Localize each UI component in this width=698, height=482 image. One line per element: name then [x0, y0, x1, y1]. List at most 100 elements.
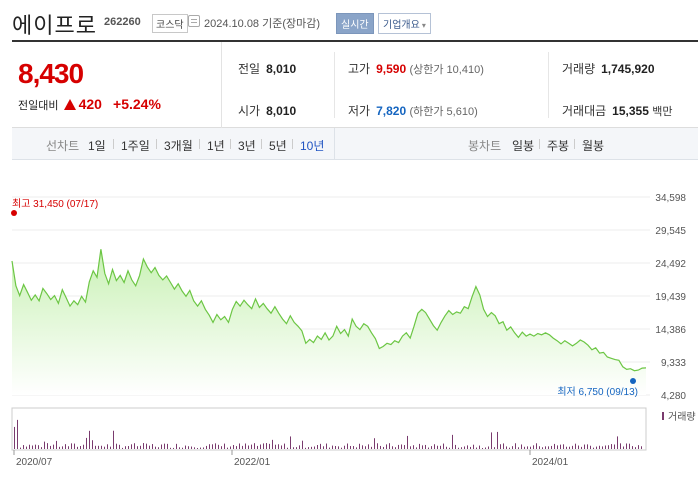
- quote-divider: [548, 52, 549, 118]
- volume: 거래량 1,745,920: [562, 60, 655, 77]
- change-amount: 420: [78, 96, 102, 112]
- tabs-divider: [334, 128, 335, 160]
- open-label: 시가: [238, 104, 261, 118]
- volume-bar: [254, 443, 255, 449]
- tab-3y[interactable]: 3년: [238, 139, 256, 153]
- low-annotation: 최저 6,750 (09/13): [557, 386, 638, 398]
- volume-bar: [227, 447, 228, 449]
- high-annotation: 최고 31,450 (07/17): [12, 198, 98, 210]
- volume-bar: [602, 446, 603, 449]
- volume-bar: [146, 443, 147, 449]
- volume-bar: [188, 446, 189, 449]
- tab-1d[interactable]: 1일: [88, 139, 106, 153]
- volume-bar: [74, 443, 75, 449]
- y-tick-label: 4,280: [661, 391, 686, 402]
- tab-5y[interactable]: 5년: [269, 139, 287, 153]
- volume-bar: [539, 446, 540, 449]
- volume-bar: [503, 443, 504, 449]
- line-chart-label: 선차트: [46, 139, 80, 153]
- volume-bar: [113, 430, 114, 449]
- volume-bar: [17, 419, 18, 449]
- volume-bar: [422, 445, 423, 449]
- volume-bar: [515, 443, 516, 449]
- price-chart: 34,598 29,545 24,492 19,439 14,386 9,333 4,280…: [11, 193, 696, 468]
- volume-bar: [275, 444, 276, 449]
- volume-bar: [134, 443, 135, 449]
- volume-bar: [317, 445, 318, 449]
- volume-bar: [326, 443, 327, 449]
- volume-bar: [419, 443, 420, 449]
- volume-bar: [344, 445, 345, 449]
- volume-bar: [296, 447, 297, 449]
- tab-separator: [574, 139, 575, 149]
- tab-daily[interactable]: 일봉: [512, 139, 535, 153]
- volume-bar: [131, 444, 132, 449]
- volume-bar: [215, 443, 216, 449]
- volume-bar: [557, 445, 558, 449]
- volume-bar: [155, 446, 156, 449]
- volume-bar: [65, 444, 66, 449]
- quote-panel: 8,430 전일대비 420 +5.24% 전일 8,010 시가 8,010 고가…: [12, 40, 698, 128]
- tab-1w[interactable]: 1주일: [121, 139, 150, 153]
- company-overview-button[interactable]: 기업개요 ▾: [378, 13, 431, 34]
- tab-separator: [539, 139, 540, 149]
- tab-monthly[interactable]: 월봉: [582, 139, 605, 153]
- up-arrow-icon: [63, 99, 76, 110]
- volume-bar: [455, 444, 456, 449]
- y-tick-label: 14,386: [655, 325, 686, 336]
- volume-bar: [170, 447, 171, 449]
- trade-amount-unit: 백만: [652, 106, 673, 118]
- volume-bar: [218, 444, 219, 449]
- volume-bar: [371, 446, 372, 449]
- volume-bar: [86, 437, 87, 449]
- current-price-area: 8,430 전일대비 420 +5.24%: [12, 42, 222, 128]
- tab-weekly[interactable]: 주봉: [547, 139, 570, 153]
- volume-bar: [410, 446, 411, 449]
- volume-bar: [59, 446, 60, 449]
- volume-bar: [158, 447, 159, 449]
- volume-bar: [32, 445, 33, 449]
- volume-bar: [593, 447, 594, 449]
- volume-bar: [341, 447, 342, 449]
- tab-3m[interactable]: 3개월: [164, 139, 193, 153]
- volume-bar: [143, 443, 144, 449]
- volume-bar: [533, 445, 534, 449]
- volume-bar: [509, 447, 510, 449]
- volume-bar: [221, 446, 222, 449]
- x-tick-label: 2022/01: [234, 457, 271, 468]
- y-tick-label: 24,492: [655, 259, 686, 270]
- volume-bar: [425, 444, 426, 449]
- change-percent: +5.24%: [113, 96, 161, 112]
- volume-bar: [374, 438, 375, 449]
- volume-bar: [632, 446, 633, 449]
- volume-bar: [242, 445, 243, 449]
- realtime-button[interactable]: 실시간: [336, 13, 374, 34]
- tab-separator: [156, 139, 157, 149]
- volume-bar: [638, 445, 639, 449]
- volume-bar: [26, 446, 27, 449]
- volume-bar: [620, 443, 621, 449]
- volume-bar: [467, 445, 468, 449]
- volume-bar: [461, 447, 462, 449]
- volume-bar: [431, 446, 432, 449]
- volume-bar: [566, 446, 567, 449]
- calendar-icon: [188, 15, 200, 27]
- market-badge: 코스닥: [152, 14, 188, 33]
- volume-bar: [320, 443, 321, 449]
- volume-bar: [404, 445, 405, 449]
- volume-bar: [128, 446, 129, 449]
- volume-bar: [284, 443, 285, 449]
- volume-bar: [389, 443, 390, 449]
- trade-amount-label: 거래대금: [562, 104, 607, 118]
- tab-1y[interactable]: 1년: [207, 139, 225, 153]
- volume-bar: [293, 447, 294, 449]
- volume-value: 1,745,920: [601, 62, 655, 76]
- volume-bar: [263, 443, 264, 449]
- tab-10y[interactable]: 10년: [300, 139, 325, 153]
- trade-amount-value: 15,355: [612, 104, 649, 118]
- volume-bar: [479, 445, 480, 449]
- y-tick-label: 34,598: [655, 193, 686, 204]
- tab-separator: [292, 139, 293, 149]
- volume-bar: [629, 443, 630, 449]
- volume-bar: [491, 432, 492, 449]
